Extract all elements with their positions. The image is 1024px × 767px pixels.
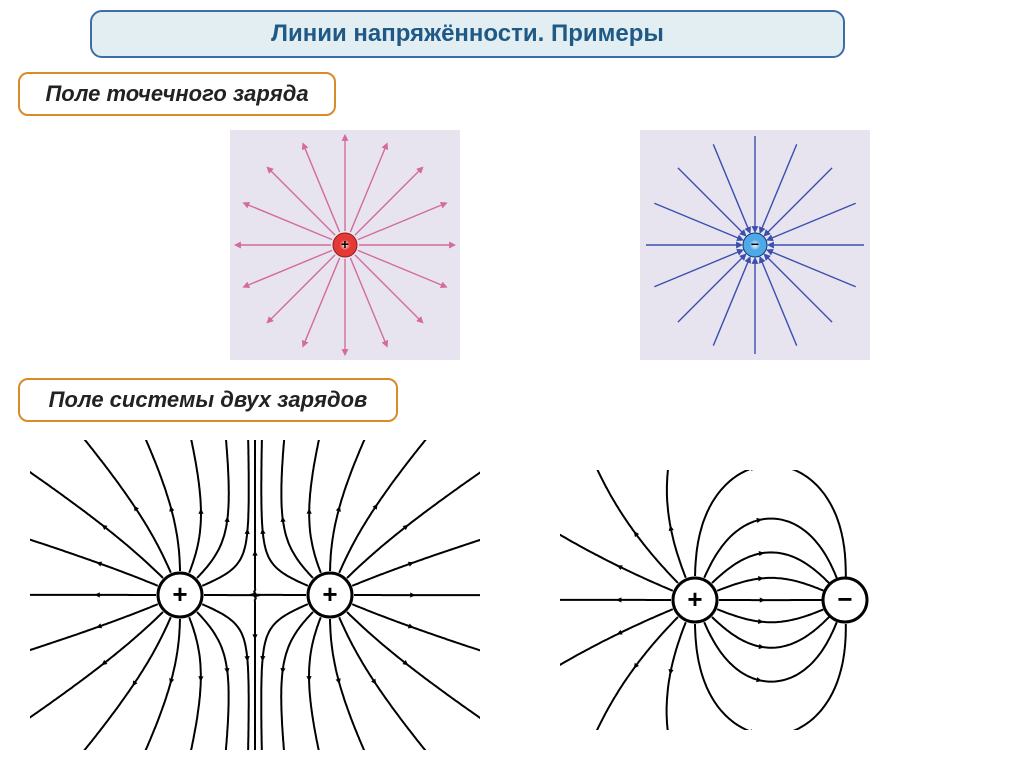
section-label-two-charges: Поле системы двух зарядов <box>18 378 398 422</box>
svg-text:+: + <box>687 584 702 614</box>
svg-text:−: − <box>751 236 759 252</box>
section-label-point-charge-text: Поле точечного заряда <box>45 81 308 107</box>
section-label-point-charge: Поле точечного заряда <box>18 72 336 116</box>
svg-text:+: + <box>341 236 349 252</box>
section-label-two-charges-text: Поле системы двух зарядов <box>49 387 368 413</box>
page-title-text: Линии напряжённости. Примеры <box>271 20 664 48</box>
diagram-like-charges-pair: + + <box>30 440 480 750</box>
svg-text:+: + <box>322 579 337 609</box>
svg-text:−: − <box>837 584 852 614</box>
page-title: Линии напряжённости. Примеры <box>90 10 845 58</box>
svg-text:+: + <box>172 579 187 609</box>
diagram-negative-point-charge: − <box>640 130 870 360</box>
diagram-unlike-charges-pair: + − <box>560 470 980 730</box>
diagram-positive-point-charge: + <box>230 130 460 360</box>
